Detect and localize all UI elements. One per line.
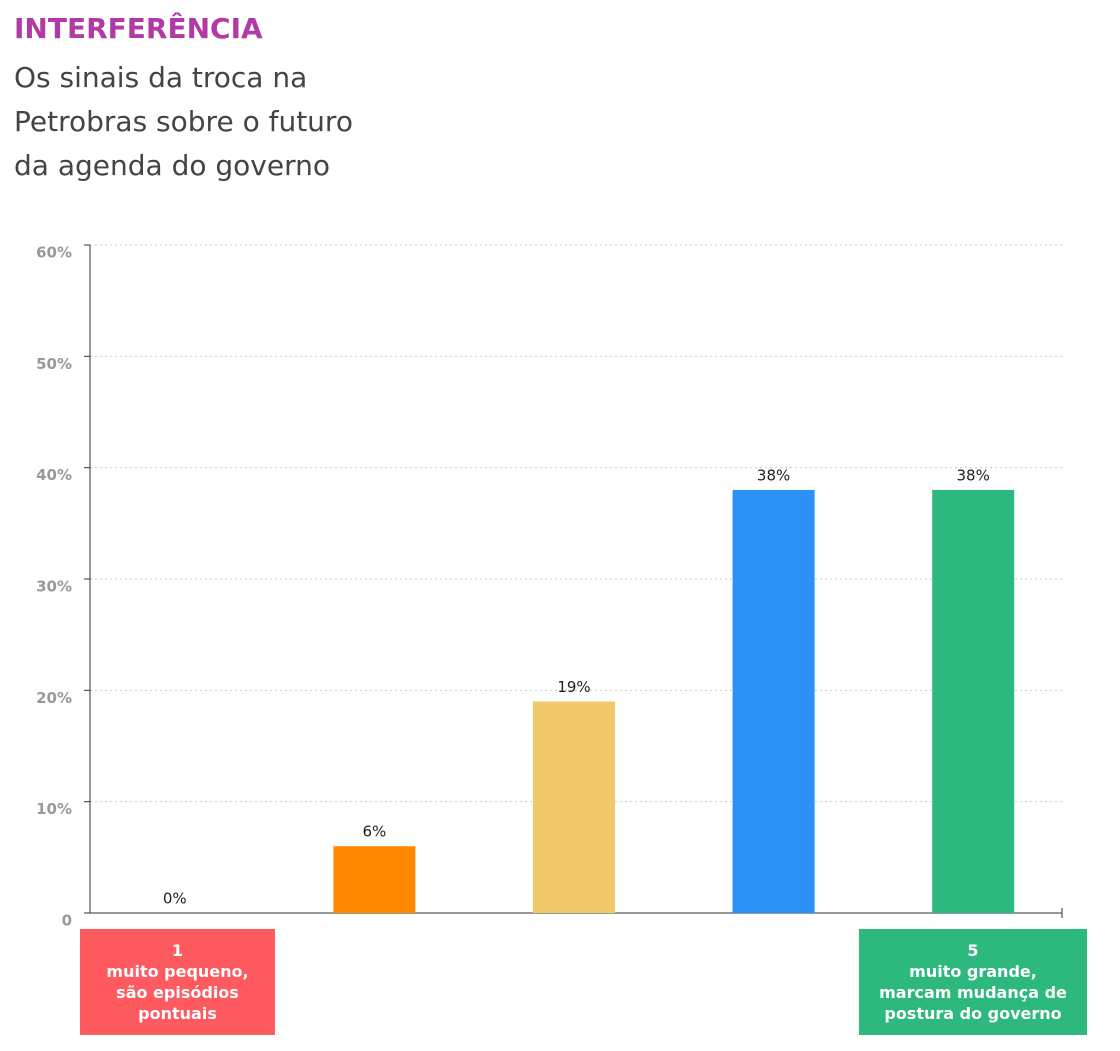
chart-title: INTERFERÊNCIA <box>14 12 263 45</box>
value-label: 0% <box>163 890 187 908</box>
category-note: muito grande, <box>909 962 1037 981</box>
y-tick-label: 50% <box>36 355 72 373</box>
y-tick-label: 10% <box>36 800 72 818</box>
category-note: muito pequeno, <box>106 962 249 981</box>
y-tick-label: 20% <box>36 689 72 707</box>
y-tick-label: 0 <box>62 912 72 930</box>
subtitle-line: Os sinais da troca na <box>14 61 308 94</box>
bar <box>732 489 815 913</box>
value-label: 38% <box>757 466 790 484</box>
category-box: 1 muito pequeno, são episódios pontuais <box>80 929 275 1035</box>
bar <box>533 701 615 913</box>
category-note: postura do governo <box>884 1004 1062 1023</box>
chart-subtitle: Os sinais da troca na Petrobras sobre o f… <box>14 56 353 188</box>
value-label: 6% <box>363 823 387 841</box>
bar <box>333 846 416 913</box>
category-label: 1 <box>171 941 184 960</box>
value-label: 38% <box>957 466 990 484</box>
category-note: são episódios <box>116 983 239 1002</box>
y-tick-label: 60% <box>36 244 72 262</box>
category-note: pontuais <box>138 1004 217 1023</box>
category-box: 5 muito grande, marcam mudança de postura d… <box>859 929 1087 1035</box>
category-note: marcam mudança de <box>879 983 1067 1002</box>
value-label: 19% <box>557 678 590 696</box>
category-label: 5 <box>967 941 979 960</box>
bar <box>932 489 1015 913</box>
subtitle-line: da agenda do governo <box>14 149 330 182</box>
subtitle-line: Petrobras sobre o futuro <box>14 105 353 138</box>
y-tick-label: 40% <box>36 466 72 484</box>
y-tick-label: 30% <box>36 578 72 596</box>
